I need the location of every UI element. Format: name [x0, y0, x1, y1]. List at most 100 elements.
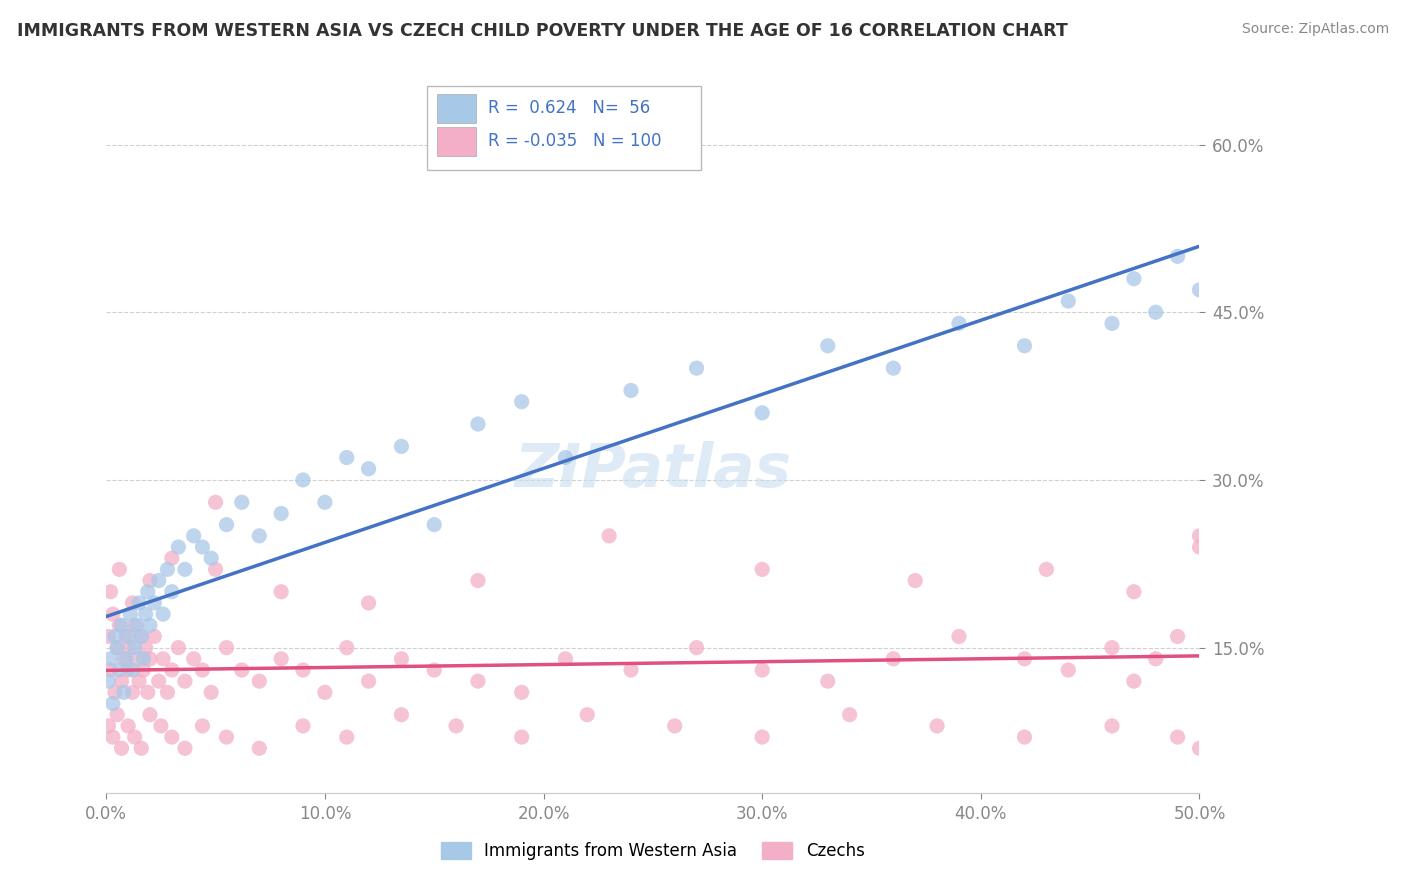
- Point: [139, 707, 162, 722]
- Point: [101, 697, 124, 711]
- Point: [336, 450, 359, 465]
- Point: [554, 450, 576, 465]
- Point: [1035, 562, 1057, 576]
- Point: [270, 507, 292, 521]
- Point: [121, 596, 143, 610]
- Point: [110, 618, 132, 632]
- Point: [148, 674, 170, 689]
- Text: R =  0.624   N=  56: R = 0.624 N= 56: [488, 99, 650, 117]
- Point: [104, 685, 127, 699]
- Point: [882, 652, 904, 666]
- Point: [247, 674, 270, 689]
- Point: [204, 562, 226, 576]
- Point: [200, 551, 222, 566]
- Point: [167, 640, 190, 655]
- Point: [314, 495, 336, 509]
- Point: [125, 618, 148, 632]
- Point: [1188, 741, 1211, 756]
- Point: [510, 394, 533, 409]
- Point: [135, 607, 157, 621]
- Point: [1101, 317, 1123, 331]
- Point: [1122, 271, 1144, 285]
- Point: [423, 517, 446, 532]
- Point: [838, 707, 860, 722]
- Point: [135, 640, 157, 655]
- Point: [110, 674, 132, 689]
- Point: [105, 707, 128, 722]
- Point: [467, 574, 489, 588]
- Point: [136, 584, 159, 599]
- Point: [191, 719, 214, 733]
- Point: [97, 674, 120, 689]
- Point: [167, 540, 190, 554]
- Point: [104, 630, 127, 644]
- Point: [444, 719, 467, 733]
- Point: [108, 663, 131, 677]
- Point: [357, 462, 380, 476]
- Point: [160, 551, 183, 566]
- Point: [100, 584, 122, 599]
- Point: [554, 652, 576, 666]
- Point: [751, 562, 773, 576]
- Point: [139, 574, 162, 588]
- Point: [270, 652, 292, 666]
- Point: [292, 663, 315, 677]
- Point: [152, 607, 174, 621]
- Point: [117, 630, 139, 644]
- Point: [1167, 249, 1189, 263]
- Point: [423, 663, 446, 677]
- Point: [160, 663, 183, 677]
- Point: [121, 663, 143, 677]
- Point: [215, 730, 238, 744]
- Point: [231, 495, 253, 509]
- Point: [156, 685, 179, 699]
- Point: [904, 574, 927, 588]
- Point: [174, 562, 197, 576]
- Point: [247, 529, 270, 543]
- Point: [125, 652, 148, 666]
- Point: [1167, 630, 1189, 644]
- Point: [292, 719, 315, 733]
- Point: [948, 317, 970, 331]
- Point: [174, 674, 197, 689]
- Point: [247, 741, 270, 756]
- Point: [620, 663, 643, 677]
- Point: [128, 674, 150, 689]
- Point: [200, 685, 222, 699]
- Point: [156, 562, 179, 576]
- Point: [100, 652, 122, 666]
- Point: [191, 663, 214, 677]
- Point: [148, 574, 170, 588]
- Point: [1188, 540, 1211, 554]
- Point: [314, 685, 336, 699]
- Point: [925, 719, 948, 733]
- Point: [117, 663, 139, 677]
- Point: [685, 361, 707, 376]
- Point: [120, 607, 142, 621]
- Text: Source: ZipAtlas.com: Source: ZipAtlas.com: [1241, 22, 1389, 37]
- Point: [336, 730, 359, 744]
- Point: [143, 596, 166, 610]
- Point: [357, 674, 380, 689]
- Point: [124, 618, 146, 632]
- Text: IMMIGRANTS FROM WESTERN ASIA VS CZECH CHILD POVERTY UNDER THE AGE OF 16 CORRELAT: IMMIGRANTS FROM WESTERN ASIA VS CZECH CH…: [17, 22, 1067, 40]
- Point: [100, 663, 122, 677]
- Point: [112, 652, 135, 666]
- Point: [231, 663, 253, 677]
- Point: [105, 640, 128, 655]
- Point: [510, 730, 533, 744]
- Point: [191, 540, 214, 554]
- Text: ZIPatlas: ZIPatlas: [515, 442, 792, 500]
- Point: [1014, 339, 1036, 353]
- Point: [124, 730, 146, 744]
- Point: [1167, 730, 1189, 744]
- Point: [751, 406, 773, 420]
- Point: [1188, 529, 1211, 543]
- Point: [112, 685, 135, 699]
- Point: [1014, 652, 1036, 666]
- Point: [389, 652, 412, 666]
- Point: [1144, 652, 1167, 666]
- Point: [108, 618, 131, 632]
- Point: [115, 652, 138, 666]
- Point: [1057, 293, 1080, 308]
